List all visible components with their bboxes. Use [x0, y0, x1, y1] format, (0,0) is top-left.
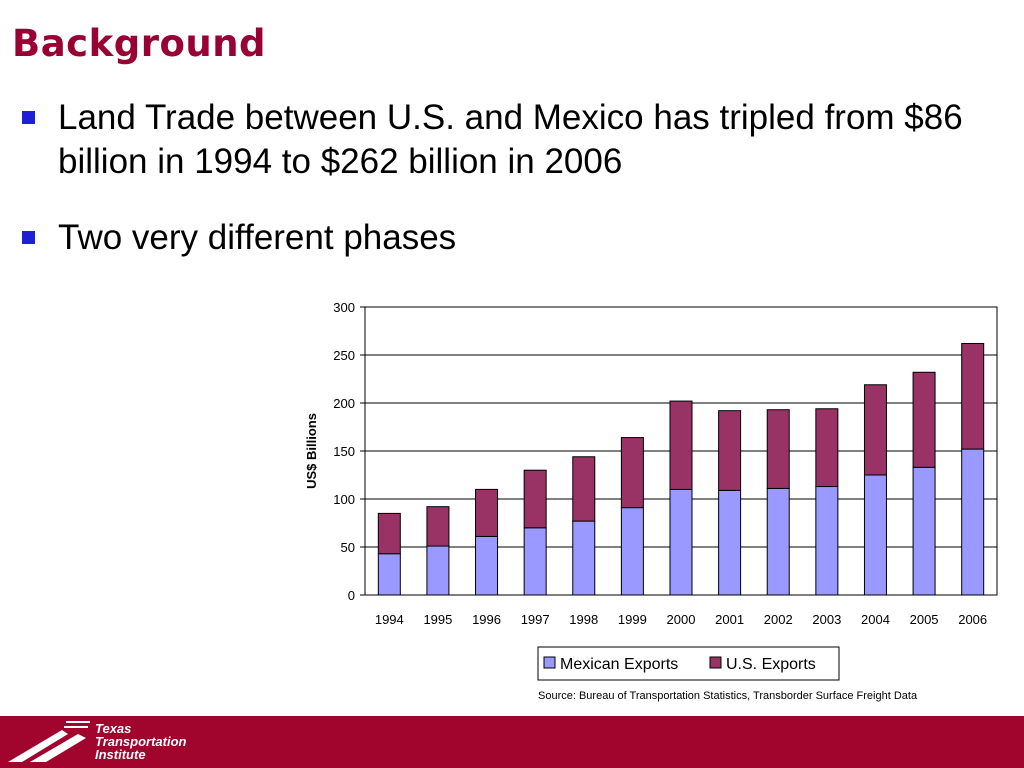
bar-mexican-exports [620, 507, 644, 596]
bar-us-exports [475, 488, 499, 537]
y-axis-label: US$ Billions [304, 413, 319, 489]
bullet-text: Land Trade between U.S. and Mexico has t… [58, 98, 963, 181]
y-tick-label: 150 [333, 444, 355, 459]
y-tick-labels: 0 50 100 150 200 250 300 [333, 300, 355, 603]
x-tick-label: 1994 [375, 612, 404, 627]
logo-line: Transportation [95, 734, 187, 749]
bar-mexican-exports [815, 486, 839, 596]
bar-mexican-exports [426, 545, 450, 596]
bar-us-exports [377, 512, 401, 555]
bar-us-exports [523, 469, 547, 529]
square-bullet-icon [22, 231, 35, 244]
bar-mexican-exports [669, 488, 693, 596]
bars [377, 342, 985, 596]
bar-us-exports [426, 506, 450, 547]
x-tick-label: 2005 [910, 612, 939, 627]
footer-bar: Texas Transportation Institute [0, 716, 1024, 768]
bar-mexican-exports [766, 487, 790, 596]
y-tick-label: 200 [333, 396, 355, 411]
bullet-list: Land Trade between U.S. and Mexico has t… [22, 96, 1002, 292]
y-tick-label: 0 [348, 588, 355, 603]
bar-us-exports [718, 410, 742, 491]
x-tick-label: 2006 [958, 612, 987, 627]
bar-us-exports [620, 437, 644, 509]
logo-text: Texas Transportation Institute [95, 722, 187, 761]
x-tick-label: 2003 [812, 612, 841, 627]
bar-mexican-exports [377, 553, 401, 596]
bar-us-exports [669, 400, 693, 490]
logo-line: Institute [95, 747, 146, 762]
x-tick-label: 2002 [764, 612, 793, 627]
legend-label-mexican-exports: Mexican Exports [560, 656, 678, 673]
x-tick-label: 1996 [472, 612, 501, 627]
x-tick-label: 1995 [423, 612, 452, 627]
bar-mexican-exports [912, 466, 936, 596]
bar-mexican-exports [572, 520, 596, 596]
bar-mexican-exports [863, 474, 887, 596]
legend-swatch-us-exports [709, 656, 722, 669]
bar-us-exports [912, 371, 936, 468]
source-note: Source: Bureau of Transportation Statist… [538, 690, 918, 702]
bar-us-exports [863, 384, 887, 476]
bar-us-exports [766, 409, 790, 489]
y-tick-label: 50 [341, 540, 355, 555]
legend-swatch-mexican-exports [543, 656, 556, 669]
bullet-text: Two very different phases [58, 218, 457, 257]
logo-line: Texas [95, 721, 132, 736]
bar-mexican-exports [475, 535, 499, 596]
x-tick-label: 2004 [861, 612, 890, 627]
legend: Mexican Exports U.S. Exports [537, 646, 840, 681]
square-bullet-icon [22, 111, 35, 124]
x-tick-label: 1997 [521, 612, 550, 627]
bullet-item: Land Trade between U.S. and Mexico has t… [22, 96, 1002, 184]
bar-us-exports [961, 342, 985, 450]
x-tick-label: 1998 [569, 612, 598, 627]
x-tick-label: 2000 [667, 612, 696, 627]
bullet-item: Two very different phases [22, 216, 1002, 260]
x-tick-label: 2001 [715, 612, 744, 627]
bar-mexican-exports [961, 448, 985, 596]
bar-us-exports [815, 408, 839, 488]
slide-title: Background [12, 22, 267, 65]
bar-us-exports [572, 456, 596, 522]
x-tick-labels: 1994 1995 1996 1997 1998 1999 2000 2001 2002 2003… [375, 612, 987, 627]
bar-mexican-exports [523, 527, 547, 596]
legend-box [537, 646, 840, 681]
y-tick-label: 100 [333, 492, 355, 507]
legend-label-us-exports: U.S. Exports [726, 656, 816, 673]
y-tick-label: 300 [333, 300, 355, 315]
x-tick-label: 1999 [618, 612, 647, 627]
tti-logo-icon [8, 721, 90, 762]
bar-mexican-exports [718, 489, 742, 596]
y-tick-label: 250 [333, 348, 355, 363]
